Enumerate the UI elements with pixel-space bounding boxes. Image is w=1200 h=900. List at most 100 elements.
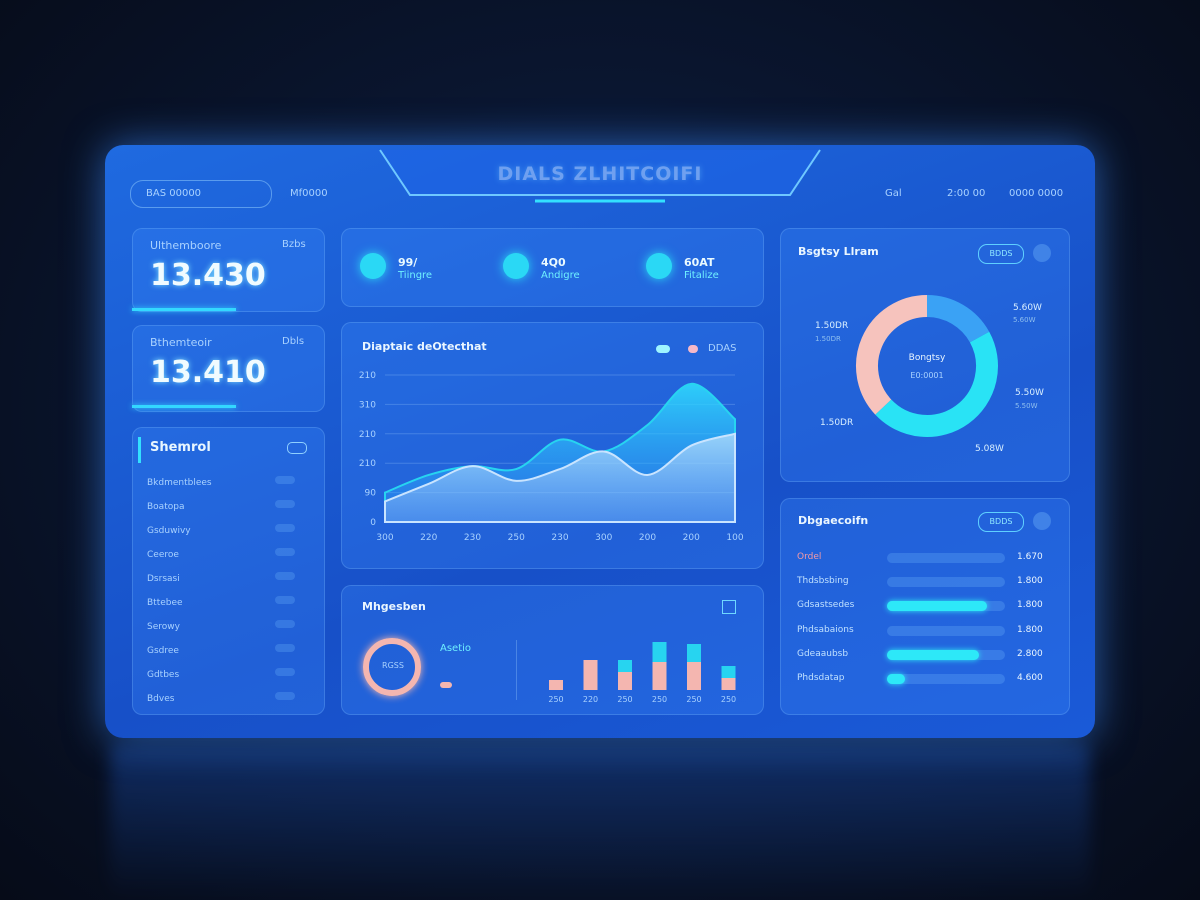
header-link: 0000 0000 xyxy=(1009,188,1064,199)
pills-panel xyxy=(341,228,764,307)
panel-title: Bsgtsy Llram xyxy=(798,245,879,258)
x-tick-label: 230 xyxy=(551,533,568,543)
y-tick-label: 210 xyxy=(359,430,376,440)
x-tick-label: 250 xyxy=(617,695,632,704)
row-value: 4.600 xyxy=(1017,673,1043,683)
row-label: Ordel xyxy=(797,552,822,562)
x-tick-label: 250 xyxy=(721,695,736,704)
filter-button[interactable]: BDDS xyxy=(978,512,1024,532)
expand-button[interactable] xyxy=(722,600,736,614)
row: Boatopa xyxy=(147,500,307,514)
stat-value: 13.430 xyxy=(150,258,266,293)
stat-underline xyxy=(132,308,236,311)
header-notch xyxy=(379,149,821,196)
row: Bttebee xyxy=(147,596,307,610)
row: Bkdmentblees xyxy=(147,476,307,490)
bar xyxy=(652,662,667,690)
toggle[interactable] xyxy=(275,524,295,532)
track xyxy=(887,625,1005,636)
toggle[interactable] xyxy=(275,500,295,508)
bar xyxy=(687,662,701,690)
panel-title: Mhgesben xyxy=(362,600,426,613)
chart-title: Diaptaic deOtecthat xyxy=(362,340,487,353)
track xyxy=(887,674,1005,684)
stat-badge: Dbls xyxy=(282,336,305,347)
item-label: Gsduwivy xyxy=(147,526,191,536)
ring xyxy=(363,638,421,696)
row-label: Gdeaaubsb xyxy=(797,648,849,659)
toggle[interactable] xyxy=(275,692,295,700)
track xyxy=(887,577,1005,588)
x-tick-label: 250 xyxy=(686,695,701,704)
row-value: 1.800 xyxy=(1017,624,1043,635)
icon-button[interactable] xyxy=(1033,244,1051,262)
stat-label: Ulthemboore xyxy=(150,239,222,252)
toggle[interactable] xyxy=(275,548,295,556)
x-tick-label: 220 xyxy=(420,533,437,543)
toggle[interactable] xyxy=(275,596,295,604)
donut-segment xyxy=(875,331,998,437)
progress-fill xyxy=(887,649,980,660)
sidebar-accent xyxy=(138,437,141,463)
x-tick-label: 100 xyxy=(726,533,743,543)
filter-button[interactable]: BDDS xyxy=(978,244,1024,264)
y-tick-label: 0 xyxy=(370,518,376,528)
row: Gsdree xyxy=(147,644,307,658)
y-tick-label: 310 xyxy=(359,400,376,410)
donut-label: 5.08W xyxy=(975,444,1004,454)
toggle[interactable] xyxy=(275,668,295,676)
item-label: Bttebee xyxy=(147,598,183,608)
row-label: Thdsbsbing xyxy=(797,576,849,587)
row: Dsrsasi xyxy=(147,572,307,586)
row-value: 1.670 xyxy=(1017,552,1043,562)
header-link: Gal xyxy=(885,188,902,199)
pill-label: Andigre xyxy=(541,270,580,281)
donut-segment xyxy=(926,295,990,343)
toggle[interactable] xyxy=(275,476,295,484)
x-tick-label: 200 xyxy=(683,533,700,543)
legend-entry: 5.50W xyxy=(1015,402,1038,410)
item-label: Bkdmentblees xyxy=(147,478,212,488)
icon-button[interactable] xyxy=(1033,512,1051,530)
donut-label: 1.50DR xyxy=(820,418,853,428)
donut-label: 1.50DR xyxy=(815,321,848,331)
donut-center-title: Bongtsy xyxy=(909,353,946,363)
stat-badge: Bzbs xyxy=(282,239,306,250)
bar xyxy=(652,642,667,662)
pill-icon xyxy=(503,253,529,279)
row-value: 1.800 xyxy=(1017,576,1043,587)
area-series xyxy=(384,432,736,523)
tab-link: Mf0000 xyxy=(290,188,328,199)
bar xyxy=(583,660,598,690)
toggle[interactable] xyxy=(275,620,295,628)
donut-label: 5.50W xyxy=(1015,388,1044,398)
x-tick-label: 230 xyxy=(464,533,481,543)
stat-card xyxy=(132,228,325,312)
toggle[interactable] xyxy=(287,442,307,454)
x-tick-label: 300 xyxy=(595,533,612,543)
row-value: 1.800 xyxy=(1017,600,1043,611)
track xyxy=(887,553,1005,563)
row-label: Phdsdatap xyxy=(797,673,845,683)
sidebar xyxy=(132,427,325,715)
legend-label: DDAS xyxy=(708,343,737,354)
legend-dot xyxy=(688,345,698,353)
stat-value: 13.410 xyxy=(150,355,266,390)
pill-icon xyxy=(646,253,672,279)
bar xyxy=(618,660,632,672)
search-text: BAS 00000 xyxy=(146,188,202,199)
bar xyxy=(687,644,701,662)
row: Bdves xyxy=(147,692,307,706)
toggle[interactable] xyxy=(275,572,295,580)
row-value: 2.800 xyxy=(1017,648,1043,659)
item-label: Gsdree xyxy=(147,646,179,656)
donut-panel xyxy=(780,228,1070,482)
row: Gdtbes xyxy=(147,668,307,682)
panel-title: Dbgaecoifn xyxy=(798,514,869,527)
progress-fill xyxy=(887,601,988,612)
search-box xyxy=(130,180,272,208)
divider xyxy=(516,640,517,700)
toggle[interactable] xyxy=(275,644,295,652)
x-tick-label: 250 xyxy=(508,533,525,543)
